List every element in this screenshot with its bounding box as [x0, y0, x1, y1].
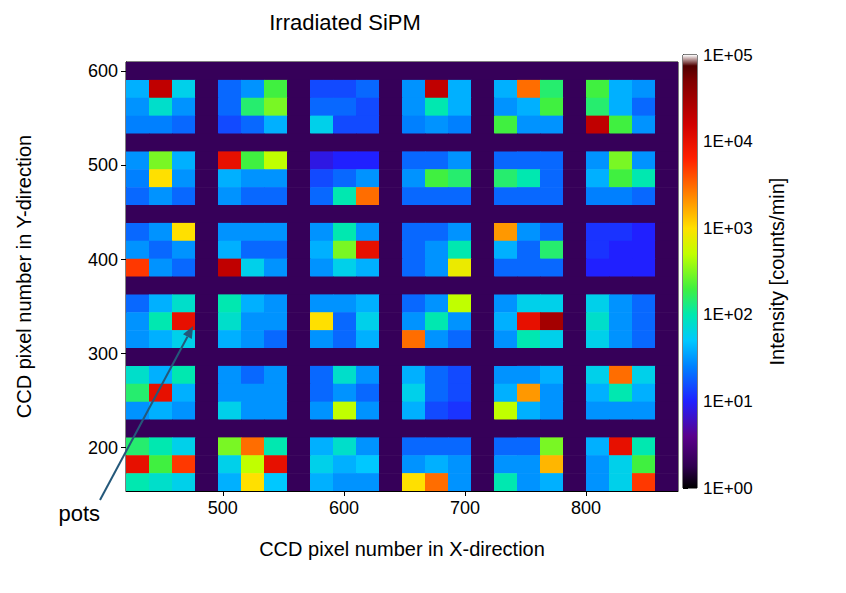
svg-text:1E+00: 1E+00: [703, 479, 753, 498]
svg-text:500: 500: [208, 498, 238, 518]
svg-text:200: 200: [88, 438, 118, 458]
svg-text:600: 600: [329, 498, 359, 518]
svg-text:400: 400: [88, 250, 118, 270]
svg-text:300: 300: [88, 344, 118, 364]
svg-text:1E+03: 1E+03: [703, 219, 753, 238]
svg-text:1E+04: 1E+04: [703, 132, 753, 151]
svg-text:Intensity [counts/min]: Intensity [counts/min]: [766, 178, 788, 366]
svg-text:700: 700: [450, 498, 480, 518]
svg-text:800: 800: [571, 498, 601, 518]
svg-text:CCD pixel number in Y-directio: CCD pixel number in Y-direction: [13, 135, 35, 418]
svg-text:Irradiated SiPM: Irradiated SiPM: [269, 10, 421, 35]
svg-text:1E+02: 1E+02: [703, 305, 753, 324]
svg-text:pots: pots: [58, 501, 100, 526]
svg-text:1E+01: 1E+01: [703, 392, 753, 411]
svg-text:600: 600: [88, 61, 118, 81]
svg-text:1E+05: 1E+05: [703, 46, 753, 65]
svg-text:500: 500: [88, 155, 118, 175]
svg-text:CCD pixel number in X-directio: CCD pixel number in X-direction: [259, 538, 545, 560]
